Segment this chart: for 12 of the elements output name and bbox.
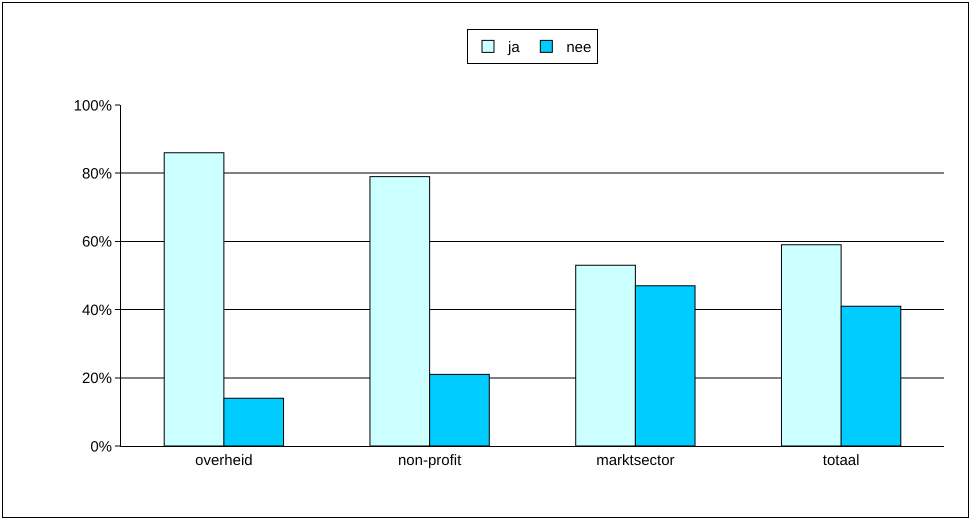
x-tick-label: non-profit [398, 452, 462, 469]
y-tick-label: 20% [82, 370, 112, 388]
legend-label: nee [566, 39, 592, 56]
x-tick-label: totaal [822, 452, 860, 469]
x-tick-label: marktsector [596, 452, 675, 469]
y-tick-label: 40% [82, 302, 112, 319]
y-tick-label: 100% [74, 97, 112, 114]
y-tick-label: 60% [82, 234, 112, 251]
x-tick-label: overheid [195, 452, 253, 469]
y-tick-label: 80% [82, 165, 112, 182]
legend-label: ja [507, 39, 520, 56]
y-tick-label: 0% [90, 438, 112, 456]
